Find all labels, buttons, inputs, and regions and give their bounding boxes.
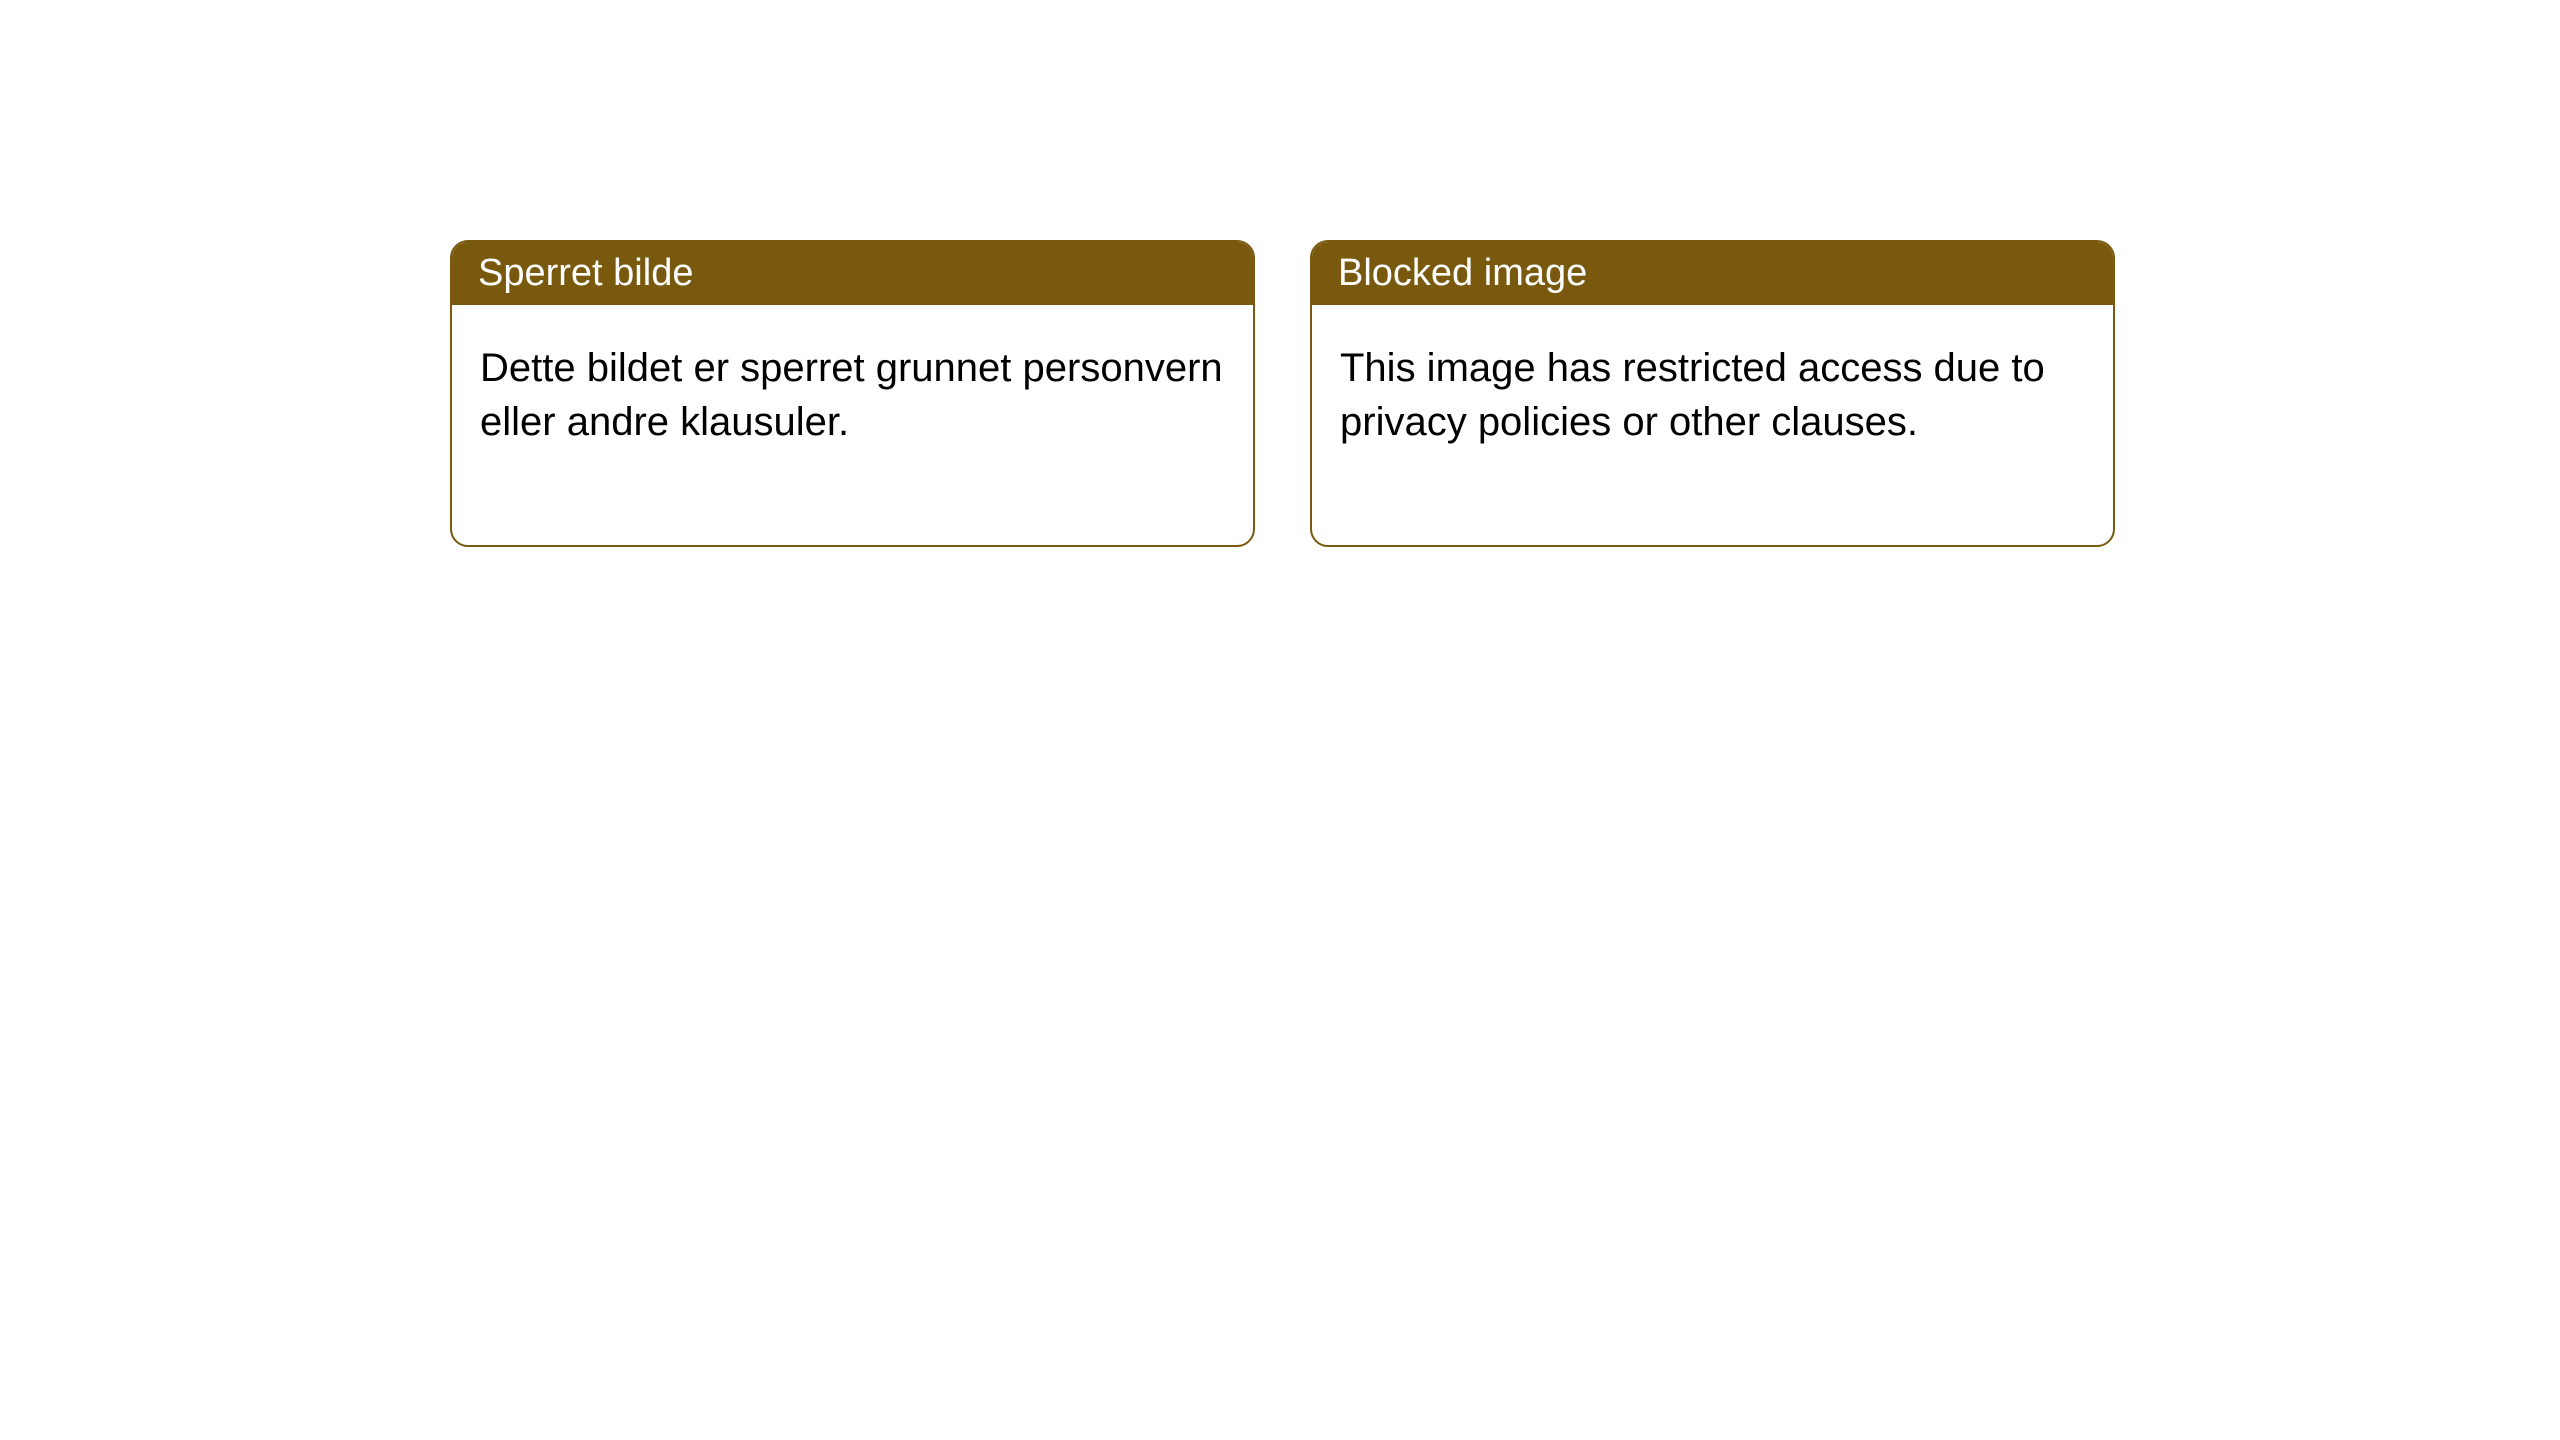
notice-card-english: Blocked image This image has restricted … [1310, 240, 2115, 547]
notice-container: Sperret bilde Dette bildet er sperret gr… [0, 0, 2560, 547]
notice-body-norwegian: Dette bildet er sperret grunnet personve… [452, 305, 1253, 545]
notice-message: Dette bildet er sperret grunnet personve… [480, 346, 1223, 444]
notice-header-norwegian: Sperret bilde [452, 242, 1253, 305]
notice-title: Blocked image [1338, 252, 1587, 294]
notice-title: Sperret bilde [478, 252, 693, 294]
notice-message: This image has restricted access due to … [1340, 346, 2045, 444]
notice-card-norwegian: Sperret bilde Dette bildet er sperret gr… [450, 240, 1255, 547]
notice-body-english: This image has restricted access due to … [1312, 305, 2113, 545]
notice-header-english: Blocked image [1312, 242, 2113, 305]
